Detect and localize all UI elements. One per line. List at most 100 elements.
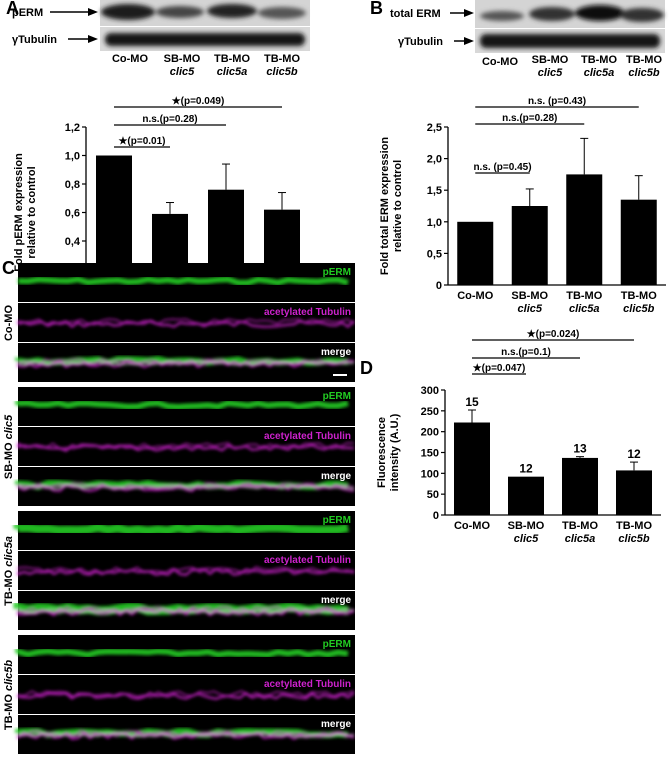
y-tick-label: 1,5 — [427, 185, 442, 197]
lane-label: Co-MO — [482, 56, 518, 68]
y-tick-label: 50 — [427, 489, 439, 501]
lane-label: SB-MO — [164, 53, 201, 65]
fluorescence-signal — [17, 566, 355, 576]
x-tick-label-gene: clic5a — [569, 303, 600, 315]
perm-signal — [17, 276, 349, 286]
significance-label: n.s. (p=0.43) — [528, 96, 586, 107]
y-tick-label: 2,0 — [427, 154, 442, 166]
group-label-text: SB-MO clic5 — [3, 414, 15, 479]
group-label-morpholino: Co-MO — [3, 305, 15, 341]
lane-label: Co-MO — [112, 53, 148, 65]
tubulin-signal — [17, 441, 355, 450]
lane-label-gene: clic5b — [266, 66, 297, 78]
fluorescence-signal — [13, 601, 355, 617]
band-label-perm: pERM — [12, 7, 43, 19]
lane-label: TB-MO — [214, 53, 250, 65]
bar-count-label: 13 — [573, 442, 587, 456]
group-label: Co-MO — [3, 305, 15, 341]
channel-label: pERM — [323, 639, 351, 650]
perm-signal — [13, 601, 349, 616]
y-tick-label: 1,2 — [65, 122, 80, 134]
channel-label: pERM — [323, 391, 351, 402]
bar — [511, 206, 548, 285]
bar-count-label: 15 — [465, 395, 479, 409]
group-label-morpholino: SB-MO — [3, 439, 15, 479]
tubulin-signal — [17, 567, 355, 576]
merge-signal — [17, 360, 355, 366]
y-tick-label: 0,6 — [65, 208, 80, 220]
group-label-gene: clic5 — [3, 414, 15, 439]
group-label-morpholino: TB-MO — [3, 691, 15, 730]
y-axis-label: Fluorescence intensity (A.U.) — [376, 413, 401, 491]
y-axis-label-line: Fluorescence — [376, 417, 388, 488]
merge-signal — [17, 607, 355, 614]
y-tick-label: 300 — [421, 385, 439, 397]
lane-label-gene: clic5 — [538, 67, 563, 79]
panel-label-d: D — [360, 358, 373, 378]
perm-signal — [15, 728, 349, 739]
group-label: TB-MO clic5b — [3, 660, 15, 731]
channel-label: pERM — [323, 515, 351, 526]
western-blot-b: total ERM γTubulin Co-MO SB-MO TB-MO TB-… — [390, 0, 665, 79]
panel-label-b: B — [370, 0, 383, 18]
x-tick-label: Co-MO — [457, 290, 493, 302]
bar — [562, 457, 598, 515]
significance-label: ★(p=0.049) — [172, 96, 225, 107]
fluorescence-signal — [15, 399, 349, 411]
significance-label: ★(p=0.047) — [473, 363, 526, 374]
significance-label: n.s.(p=0.28) — [142, 114, 197, 125]
x-tick-label: TB-MO — [616, 520, 652, 532]
fluorescence-signal — [17, 318, 355, 328]
bar-count-label: 12 — [627, 447, 641, 461]
channel-label: acetylated Tubulin — [264, 679, 351, 690]
band-label-gtubulin-b: γTubulin — [398, 36, 443, 48]
y-tick-label: 0 — [436, 280, 442, 292]
lane-label: TB-MO — [581, 54, 617, 66]
y-tick-label: 250 — [421, 406, 439, 418]
panel-label-a: A — [6, 0, 19, 18]
bar — [616, 470, 652, 515]
y-tick-label: 100 — [421, 468, 439, 480]
lane-label-gene: clic5b — [628, 67, 659, 79]
y-tick-label: 0,8 — [65, 179, 80, 191]
microscopy-panel-c: Co-MO pERM acetylated Tubulin merge SB-MO cl… — [0, 263, 355, 773]
perm-signal — [15, 399, 349, 411]
significance-label: n.s. (p=0.45) — [473, 162, 531, 173]
y-tick-label: 2,5 — [427, 122, 442, 134]
fluorescence-signal — [17, 441, 355, 452]
channel-label: pERM — [323, 267, 351, 278]
fluorescence-signal — [17, 276, 349, 286]
bar — [508, 476, 544, 515]
x-tick-label-gene: clic5 — [514, 533, 539, 545]
y-tick-label: 0 — [433, 510, 439, 522]
perm-signal — [13, 522, 350, 536]
y-axis-label-line: relative to control — [26, 166, 38, 258]
lane-label: TB-MO — [264, 53, 300, 65]
channel-label: merge — [321, 719, 351, 730]
x-tick-label: TB-MO — [621, 290, 657, 302]
panel-label-c: C — [2, 258, 15, 278]
group-label-text: Co-MO — [3, 305, 15, 341]
bar-chart-d: 0 50 100 150 200 250 300 Fluorescence intensity … — [376, 329, 661, 545]
fluorescence-signal — [17, 690, 355, 700]
fluorescence-signal — [15, 480, 355, 492]
channel-label: acetylated Tubulin — [264, 307, 351, 318]
fluorescence-signal — [15, 647, 349, 658]
significance-label: n.s.(p=0.28) — [502, 113, 557, 124]
bar-count-label: 12 — [519, 462, 533, 476]
fluorescence-signal — [15, 356, 355, 368]
significance-label: ★(p=0.024) — [527, 329, 580, 340]
lane-label: SB-MO — [532, 54, 569, 66]
tubulin-signal — [17, 690, 355, 698]
bar — [457, 221, 494, 285]
lane-label: TB-MO — [626, 54, 662, 66]
x-tick-label: TB-MO — [562, 520, 598, 532]
band-label-gtubulin-a: γTubulin — [12, 34, 57, 46]
lane-label-gene: clic5a — [217, 66, 248, 78]
group-label: SB-MO clic5 — [3, 414, 15, 479]
channel-label: merge — [321, 595, 351, 606]
channel-label: merge — [321, 471, 351, 482]
y-tick-label: 0,5 — [427, 248, 442, 260]
x-tick-label: SB-MO — [511, 290, 548, 302]
x-tick-label: SB-MO — [508, 520, 545, 532]
